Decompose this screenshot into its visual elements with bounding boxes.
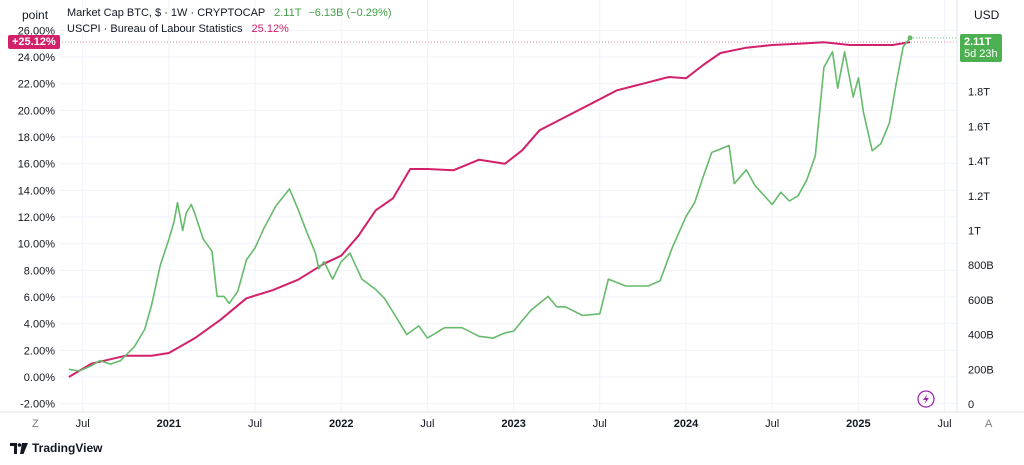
- left-axis-tick-label: 4.00%: [24, 319, 55, 331]
- right-axis-tick-label: 600B: [968, 295, 994, 307]
- cpi-series-line: [68, 41, 911, 378]
- x-axis-tick-label: Jul: [765, 418, 779, 430]
- left-axis-tick-label: 24.00%: [18, 52, 56, 64]
- right-axis-tick-label: 1.2T: [968, 191, 990, 203]
- tradingview-brand[interactable]: TradingView: [10, 441, 102, 455]
- left-axis-tick-label: 26.00%: [18, 25, 56, 37]
- x-axis: Jul 2021 Jul 2022 Jul 2023 Jul 2024 Jul 2025 Jul: [76, 418, 952, 430]
- btc-series-line: [68, 37, 911, 372]
- left-axis-tick-label: 6.00%: [24, 292, 55, 304]
- legend-btc-change: −6.13B (−0.29%): [308, 7, 392, 19]
- left-axis-tick-label: 16.00%: [18, 159, 56, 171]
- x-axis-tick-label: 2021: [157, 418, 181, 430]
- right-axis-tick-label: 1T: [968, 226, 981, 238]
- left-axis: 26.00% 24.00% 22.00% 20.00% 18.00% 16.00% 14.0…: [18, 25, 56, 410]
- grid-lines: [60, 0, 957, 412]
- tradingview-logo-icon: [10, 443, 28, 455]
- right-axis-tick-label: 1.6T: [968, 121, 990, 133]
- currency-label[interactable]: USD: [974, 8, 1000, 22]
- legend-cpi[interactable]: USCPI · Bureau of Labour Statistics 25.1…: [67, 23, 289, 35]
- left-corner-label[interactable]: Z: [32, 418, 39, 430]
- x-axis-tick-label: 2024: [674, 418, 699, 430]
- lightning-icon[interactable]: [917, 390, 935, 408]
- right-axis-tick-label: 1.8T: [968, 87, 990, 99]
- right-axis-tick-label: 800B: [968, 260, 994, 272]
- left-axis-tick-label: 18.00%: [18, 132, 56, 144]
- legend-cpi-name: USCPI · Bureau of Labour Statistics: [67, 23, 243, 35]
- right-axis: 2.1T2T1.8T1.6T1.4T1.2T1T800B600B400B200B…: [968, 35, 994, 411]
- right-axis-tick-label: 1.4T: [968, 156, 990, 168]
- legend-btc[interactable]: Market Cap BTC, $ · 1W · CRYPTOCAP 2.11T…: [67, 7, 391, 19]
- right-corner-label[interactable]: A: [985, 418, 993, 430]
- cpi-last-value-badge: +25.12%: [8, 35, 60, 49]
- right-axis-tick-label: 400B: [968, 330, 994, 342]
- left-axis-tick-label: 12.00%: [18, 212, 56, 224]
- legend-btc-name: Market Cap BTC, $ · 1W · CRYPTOCAP: [67, 7, 266, 19]
- x-axis-tick-label: Jul: [593, 418, 607, 430]
- x-axis-tick-label: Jul: [248, 418, 262, 430]
- x-axis-tick-label: 2023: [501, 418, 525, 430]
- legend-btc-value: 2.11T: [274, 7, 302, 19]
- series-layer: [62, 35, 957, 378]
- btc-last-value: 2.11T: [964, 36, 992, 48]
- left-axis-tick-label: 2.00%: [24, 345, 55, 357]
- x-axis-tick-label: 2022: [329, 418, 353, 430]
- right-axis-tick-label: 200B: [968, 364, 994, 376]
- left-axis-tick-label: 22.00%: [18, 79, 56, 91]
- left-axis-tick-label: 20.00%: [18, 105, 56, 117]
- left-axis-tick-label: 14.00%: [18, 185, 56, 197]
- left-axis-tick-label: 10.00%: [18, 239, 56, 251]
- left-axis-tick-label: 0.00%: [24, 372, 55, 384]
- btc-countdown: 5d 23h: [964, 48, 998, 60]
- x-axis-tick-label: 2025: [846, 418, 870, 430]
- tradingview-text: TradingView: [32, 441, 103, 455]
- btc-last-value-badge: 2.11T 5d 23h: [960, 34, 1002, 62]
- legend-cpi-value: 25.12%: [251, 23, 289, 35]
- left-axis-tick-label: 8.00%: [24, 265, 55, 277]
- right-axis-tick-label: 0: [968, 399, 974, 411]
- x-axis-tick-label: Jul: [938, 418, 952, 430]
- mode-label[interactable]: point: [22, 8, 49, 22]
- x-axis-tick-label: Jul: [420, 418, 434, 430]
- x-axis-tick-label: Jul: [76, 418, 90, 430]
- left-axis-tick-label: -2.00%: [20, 399, 55, 411]
